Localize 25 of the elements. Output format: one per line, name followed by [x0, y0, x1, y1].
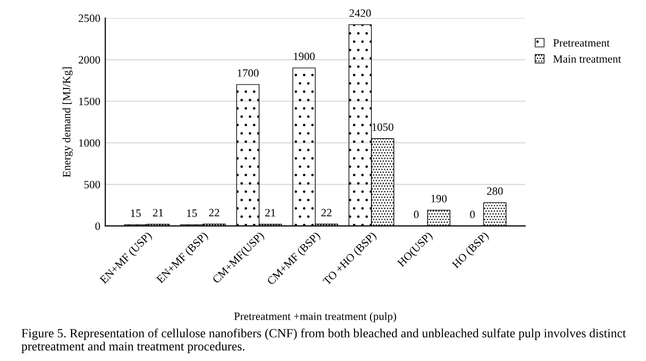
data-label: 21 [153, 208, 163, 216]
data-label: 1050 [372, 123, 394, 131]
y-tick-label: 500 [84, 180, 100, 188]
caption: Figure 5. Representation of cellulose nanofibers (CNF) from both bleached and unbleached sulfate pulp involves distinct pretreatment and main treatment procedures. [22, 328, 626, 354]
y-tick-label: 0 [95, 222, 100, 230]
y-axis-title: Energy demand [MJ/Kg] [62, 67, 73, 178]
legend-label: Pretreatment [553, 39, 610, 47]
data-label: 15 [131, 209, 141, 217]
data-label: 2420 [350, 9, 371, 17]
x-axis-title: Pretreatment +main treatment (pulp) [234, 312, 396, 322]
data-label: 1900 [294, 52, 315, 60]
data-label: 21 [265, 208, 276, 216]
data-label: 1700 [238, 69, 259, 77]
data-label: 22 [209, 208, 220, 216]
data-label: 190 [431, 194, 447, 202]
y-tick-label: 1500 [79, 98, 100, 106]
data-label: 22 [321, 208, 332, 216]
y-tick-label: 2000 [78, 56, 100, 64]
data-label: 0 [470, 210, 475, 218]
y-tick-label: 2500 [78, 14, 100, 22]
legend-label: Main treatment [553, 55, 622, 63]
data-label: 0 [414, 210, 419, 218]
y-tick-label: 1000 [79, 139, 100, 147]
data-label: 280 [487, 187, 503, 195]
data-label: 15 [187, 209, 197, 217]
